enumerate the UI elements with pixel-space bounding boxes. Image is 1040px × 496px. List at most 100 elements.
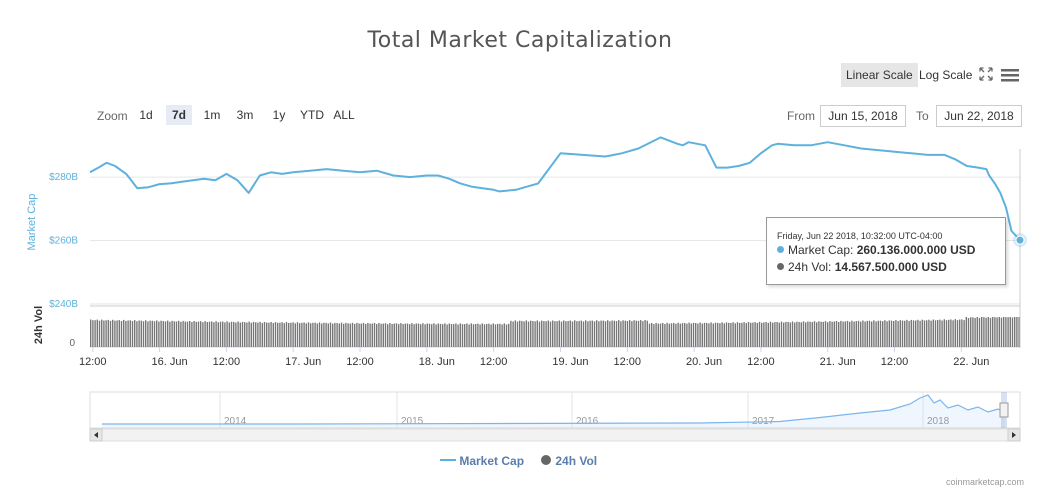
vol-bar	[923, 320, 926, 347]
vol-bar	[512, 321, 514, 347]
vol-bar	[413, 324, 415, 347]
vol-bar	[866, 320, 868, 347]
navigator[interactable]: 20142015201620172018	[89, 391, 1021, 442]
vol-bar	[222, 321, 224, 347]
vol-bar	[109, 320, 112, 347]
vol-bar	[453, 324, 455, 347]
vol-bar	[270, 322, 272, 347]
vol-bar	[98, 320, 101, 347]
vol-bar	[345, 322, 347, 347]
vol-bar	[780, 321, 783, 347]
log-scale-button[interactable]: Log Scale	[919, 68, 973, 82]
vol-bar	[560, 321, 563, 347]
vol-bar	[686, 323, 688, 347]
vol-bar	[778, 322, 780, 347]
vol-bar	[800, 322, 802, 347]
vol-bar	[941, 320, 943, 347]
zoom-1m-button[interactable]: 1m	[203, 108, 221, 122]
vol-bar	[90, 319, 92, 347]
zoom-3m-button[interactable]: 3m	[236, 108, 254, 122]
vol-bar	[765, 322, 767, 347]
from-date-input[interactable]: Jun 15, 2018	[820, 105, 906, 127]
market-cap-series	[89, 136, 1027, 348]
vol-bar	[215, 321, 217, 347]
vol-bar	[624, 320, 626, 347]
vol-bar	[897, 321, 899, 347]
vol-bar	[756, 323, 758, 347]
vol-bar	[644, 320, 646, 347]
navigator-handle[interactable]	[999, 402, 1009, 418]
zoom-7d-button[interactable]: 7d	[166, 105, 192, 125]
vol-bar	[186, 321, 189, 347]
vol-bar	[329, 322, 332, 347]
vol-bar	[204, 321, 206, 347]
vol-bar	[934, 320, 937, 347]
vol-bar	[367, 322, 369, 347]
vol-bar	[545, 321, 547, 347]
vol-bar	[805, 322, 807, 347]
hamburger-menu-icon[interactable]	[1001, 67, 1019, 83]
vol-bar	[360, 323, 362, 347]
linear-scale-button[interactable]: Linear Scale	[841, 63, 918, 87]
vol-bar	[268, 322, 270, 347]
to-date-input[interactable]: Jun 22, 2018	[936, 105, 1022, 127]
vol-bar	[415, 323, 417, 347]
vol-bar	[167, 320, 169, 347]
vol-bar	[758, 321, 761, 347]
vol-bar	[505, 324, 508, 347]
vol-bar	[439, 323, 442, 347]
vol-bar	[822, 321, 824, 347]
vol-bar	[609, 321, 611, 347]
vol-bar	[1009, 317, 1011, 347]
vol-bar	[206, 322, 208, 347]
vol-bar	[391, 324, 393, 347]
vol-bar	[549, 321, 552, 347]
scrollbar-track[interactable]	[89, 428, 1021, 442]
vol-bar	[618, 320, 620, 347]
vol-bar	[1014, 317, 1016, 347]
vol-bar	[226, 321, 228, 347]
vol-axis-label: 24h Vol	[33, 306, 45, 344]
vol-bar	[281, 322, 283, 347]
vol-bar	[246, 322, 248, 347]
tooltip-market-cap-label: Market Cap:	[788, 243, 854, 257]
zoom-1d-button[interactable]: 1d	[139, 108, 153, 122]
vol-bar	[323, 322, 325, 347]
vol-bar	[604, 321, 607, 347]
vol-bar	[932, 319, 934, 347]
vol-bar	[976, 317, 978, 347]
vol-bar	[917, 319, 919, 347]
vol-bar	[937, 320, 939, 347]
navigator-tick-label: 2015	[401, 416, 424, 427]
vol-bar	[666, 322, 668, 347]
vol-bar	[402, 324, 404, 347]
vol-bar	[710, 322, 712, 347]
zoom-1y-button[interactable]: 1y	[272, 108, 286, 122]
vol-bar	[492, 323, 494, 347]
vol-bar	[182, 320, 184, 347]
vol-bar	[208, 321, 211, 347]
tooltip-vol-label: 24h Vol:	[788, 260, 832, 274]
zoom-ytd-button[interactable]: YTD	[300, 108, 324, 122]
vol-bar	[915, 320, 917, 347]
zoom-all-button[interactable]: ALL	[333, 108, 355, 122]
from-label: From	[787, 109, 815, 123]
credits-link[interactable]: coinmarketcap.com	[945, 477, 1024, 487]
vol-bar	[147, 321, 149, 347]
vol-bar	[442, 324, 444, 347]
fullscreen-icon[interactable]	[978, 66, 994, 82]
vol-bar	[301, 322, 303, 347]
vol-bar	[290, 322, 292, 347]
vol-bar	[312, 322, 314, 347]
legend-item-market-cap[interactable]: Market Cap	[440, 454, 524, 468]
vol-bar	[255, 322, 257, 347]
vol-bar	[127, 320, 129, 347]
vol-bar	[769, 321, 772, 347]
vol-bar	[393, 323, 395, 347]
vol-bar	[820, 321, 822, 347]
legend-item-vol[interactable]: 24h Vol	[540, 454, 597, 468]
vol-bar	[651, 323, 653, 347]
tooltip: Friday, Jun 22 2018, 10:32:00 UTC-04:00 …	[766, 217, 1006, 285]
x-tick-label: 12:00	[747, 356, 775, 368]
navigator-line	[102, 394, 1006, 425]
